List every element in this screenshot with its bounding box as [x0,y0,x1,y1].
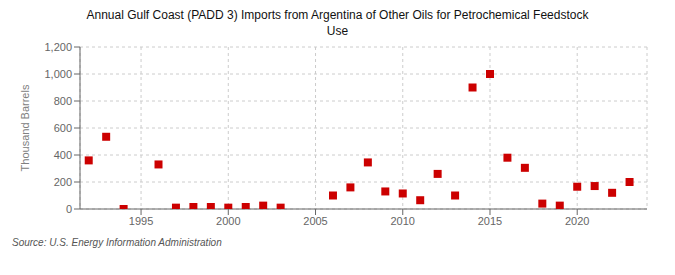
svg-text:1995: 1995 [129,215,153,227]
svg-text:2010: 2010 [391,215,415,227]
svg-text:2005: 2005 [303,215,327,227]
html-text:Annual Gulf Coast (PADD 3) Imp: Annual Gulf Coast (PADD 3) Imports from … [86,8,589,22]
svg-text:200: 200 [54,176,72,188]
svg-text:1,200: 1,200 [44,41,72,53]
svg-text:2015: 2015 [478,215,502,227]
svg-text:2000: 2000 [216,215,240,227]
svg-text:Thousand Barrels: Thousand Barrels [19,84,31,171]
svg-text:600: 600 [54,122,72,134]
svg-text:0: 0 [66,203,72,215]
svg-text:1,000: 1,000 [44,68,72,80]
html-text:Use: Use [326,23,349,38]
svg-text:400: 400 [54,149,72,161]
svg-text:800: 800 [54,95,72,107]
svg-text:2020: 2020 [565,215,589,227]
html-text:Source: U.S. Energy Informatio: Source: U.S. Energy Information Administ… [12,237,222,249]
